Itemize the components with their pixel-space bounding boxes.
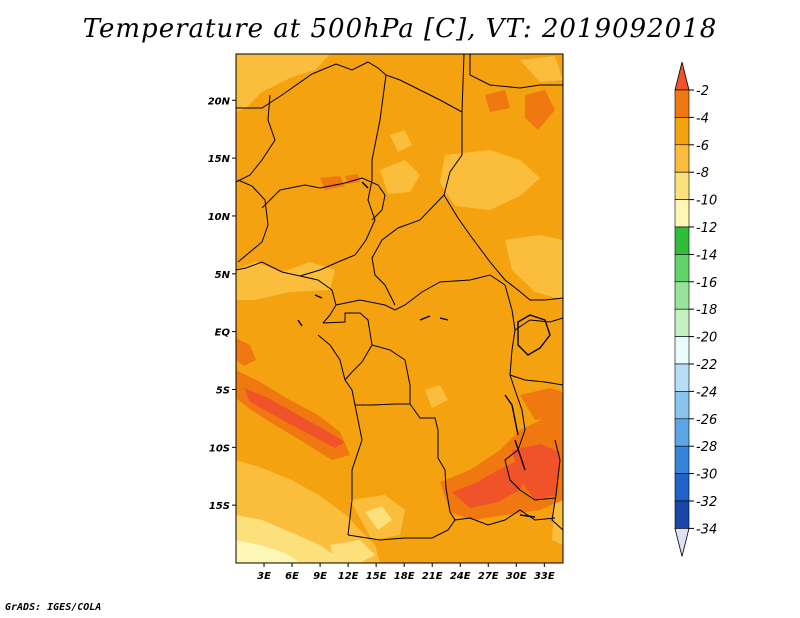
colorbar-label: -24 — [696, 385, 717, 400]
colorbar-swatch — [674, 308, 690, 337]
colorbar-label: -22 — [696, 358, 717, 373]
temperature-field-hottest — [244, 388, 560, 508]
colorbar-top-arrow — [674, 61, 690, 91]
colorbar-label: -26 — [696, 413, 717, 428]
colorbar-label: -4 — [696, 111, 709, 126]
colorbar-swatch — [674, 226, 690, 255]
lat-tick-label: 5S — [216, 385, 230, 396]
colorbar-swatch — [674, 281, 690, 310]
map-title: Temperature at 500hPa [C], VT: 201909201… — [82, 14, 718, 44]
axis-ticks: 3E 6E 9E 12E 15E 18E 21E 24E 27E 30E 33E 20N 15N 10N 5… — [208, 96, 555, 582]
lat-tick-label: 10S — [209, 443, 230, 454]
colorbar-swatch — [674, 473, 690, 502]
colorbar-swatch — [674, 144, 690, 173]
colorbar-swatch — [674, 418, 690, 447]
colorbar-label: -10 — [696, 194, 717, 209]
lat-tick-label: 10N — [208, 212, 231, 223]
colorbar-label: -28 — [696, 440, 717, 455]
colorbar-label: -18 — [696, 303, 717, 318]
lon-tick-label: 18E — [394, 571, 415, 582]
colorbar-label: -6 — [696, 139, 709, 154]
colorbar-label: -12 — [696, 221, 717, 236]
colorbar-swatch — [674, 445, 690, 474]
lat-tick-label: 20N — [208, 96, 231, 107]
colorbar-swatch — [674, 500, 690, 529]
colorbar-swatch — [674, 171, 690, 200]
lat-tick-label: 15N — [208, 154, 231, 165]
lakes — [297, 181, 551, 518]
colorbar-label: -16 — [696, 276, 717, 291]
lat-tick-label: 15S — [209, 501, 230, 512]
lon-tick-label: 3E — [257, 571, 271, 582]
colorbar-bottom-arrow — [674, 528, 690, 557]
colorbar-label: -8 — [696, 166, 709, 181]
colorbar-swatch — [674, 199, 690, 228]
colorbar-label: -2 — [696, 84, 709, 99]
colorbar-label: -32 — [696, 495, 717, 510]
colorbar-swatch — [674, 391, 690, 420]
lon-tick-label: 30E — [506, 571, 527, 582]
lat-tick-label: 5N — [215, 270, 231, 281]
grads-credit: GrADS: IGES/COLA — [5, 602, 102, 613]
lon-tick-label: 6E — [285, 571, 299, 582]
temperature-field-palest — [236, 540, 300, 563]
map-frame — [235, 53, 564, 564]
colorbar-swatch — [674, 89, 690, 118]
lon-tick-label: 9E — [313, 571, 327, 582]
lat-tick-label: EQ — [215, 328, 231, 339]
lon-tick-label: 24E — [450, 571, 471, 582]
colorbar-label: -14 — [696, 248, 717, 263]
lon-tick-label: 33E — [534, 571, 555, 582]
colorbar-swatch — [674, 336, 690, 365]
colorbar-swatch — [674, 254, 690, 283]
map-panel — [236, 54, 563, 563]
lon-tick-label: 21E — [422, 571, 443, 582]
colorbar-swatch — [674, 363, 690, 392]
lon-tick-label: 12E — [338, 571, 359, 582]
country-borders — [236, 54, 563, 541]
lon-tick-label: 27E — [478, 571, 499, 582]
colorbar-swatch — [674, 117, 690, 146]
colorbar-label: -20 — [696, 331, 717, 346]
colorbar-label: -34 — [696, 522, 717, 537]
colorbar: -2 -4 -6 -8 -10 -12 -14 -16 -18 -20 -22 -24 -26 -28 -3… — [674, 61, 717, 557]
colorbar-label: -30 — [696, 468, 717, 483]
lon-tick-label: 15E — [366, 571, 387, 582]
